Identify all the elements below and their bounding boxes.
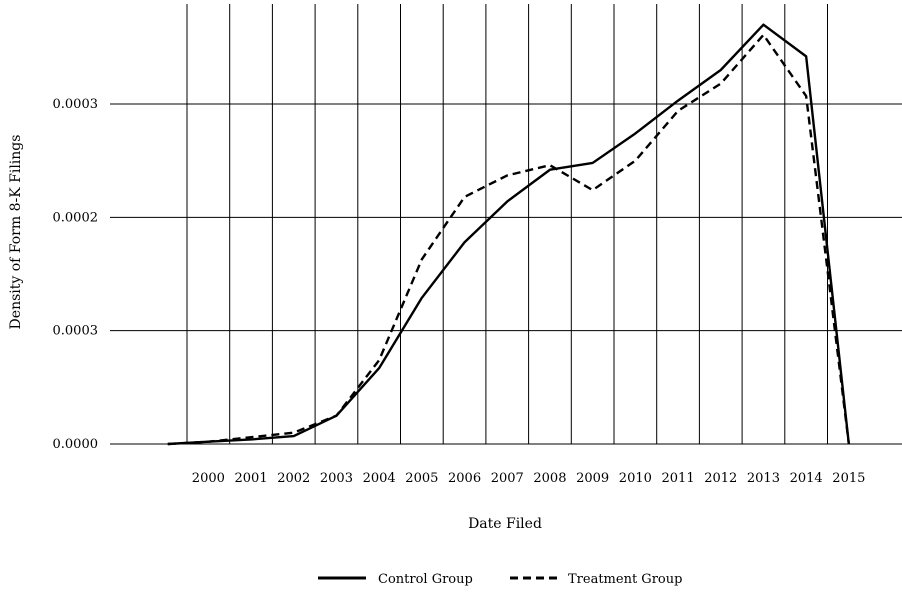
y-tick-labels: 0.0000 0.0003 0.0002 0.0003	[53, 97, 99, 452]
x-tick-label: 2007	[491, 471, 524, 486]
y-tick-label: 0.0003	[53, 324, 99, 339]
x-tick-label: 2008	[533, 471, 566, 486]
x-tick-label: 2009	[576, 471, 609, 486]
x-tick-label: 2011	[662, 471, 695, 486]
y-tick-label: 0.0002	[53, 210, 99, 225]
legend-label: Control Group	[378, 572, 473, 587]
y-tick-label: 0.0003	[53, 97, 99, 112]
y-tick-label: 0.0000	[53, 437, 99, 452]
y-axis-title: Density of Form 8-K Filings	[8, 135, 24, 330]
x-tick-labels: 2000 2001 2002 2003 2004 2005 2006 2007 2008 2009…	[192, 471, 866, 486]
grid	[110, 4, 902, 445]
x-tick-label: 2005	[405, 471, 438, 486]
x-tick-label: 2003	[320, 471, 353, 486]
series-line-treatment-group	[167, 33, 851, 446]
series-line-control-group	[167, 23, 851, 446]
x-tick-label: 2001	[235, 471, 268, 486]
x-tick-label: 2010	[619, 471, 652, 486]
x-tick-label: 2012	[704, 471, 737, 486]
x-tick-label: 2002	[277, 471, 310, 486]
x-tick-label: 2013	[747, 471, 780, 486]
legend: Control Group Treatment Group	[318, 572, 682, 587]
x-tick-label: 2004	[363, 471, 396, 486]
x-tick-label: 2006	[448, 471, 481, 486]
series-lines	[167, 23, 851, 446]
x-tick-label: 2014	[790, 471, 823, 486]
legend-label: Treatment Group	[568, 572, 682, 587]
x-tick-label: 2015	[832, 471, 865, 486]
x-axis-title: Date Filed	[468, 516, 542, 532]
x-tick-label: 2000	[192, 471, 225, 486]
